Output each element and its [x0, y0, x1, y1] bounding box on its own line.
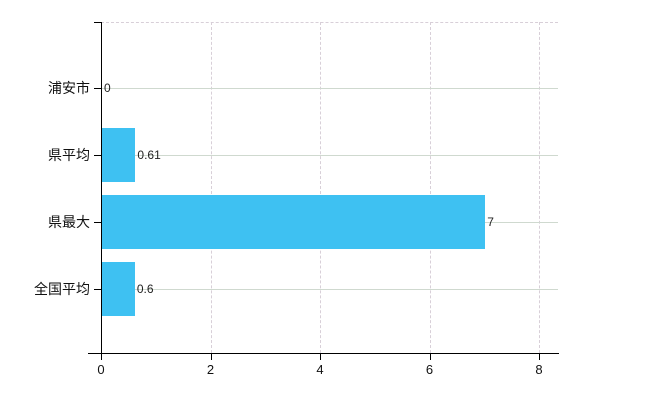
value-label: 7: [487, 214, 494, 229]
value-label: 0.61: [137, 147, 161, 162]
category-label: 県平均: [48, 146, 90, 163]
horizontal-gridline: [101, 288, 558, 290]
x-tick-label: 0: [97, 362, 105, 377]
x-axis-tick: [539, 354, 540, 360]
y-axis-line: [101, 22, 102, 360]
vertical-gridline: [320, 22, 321, 353]
x-tick-label: 2: [206, 362, 215, 377]
value-label: 0.6: [136, 281, 154, 296]
category-label: 浦安市: [48, 79, 90, 96]
vertical-gridline: [429, 22, 431, 353]
x-axis-tick: [210, 354, 212, 360]
bar: [102, 194, 486, 249]
bar: [102, 127, 136, 182]
horizontal-gridline: [101, 154, 558, 156]
y-axis-tick: [94, 288, 101, 290]
bar: [102, 261, 135, 316]
vertical-gridline: [539, 22, 540, 353]
plot-top-border: [101, 22, 558, 23]
x-tick-label: 6: [425, 362, 434, 377]
y-axis-top-tick: [94, 22, 101, 23]
y-axis-tick: [94, 221, 101, 223]
x-axis-line: [88, 353, 559, 354]
vertical-gridline: [210, 22, 212, 353]
horizontal-gridline: [101, 87, 558, 89]
x-axis-tick: [320, 354, 321, 360]
category-label: 全国平均: [34, 280, 90, 297]
category-label: 県最大: [48, 213, 90, 230]
y-axis-tick: [94, 154, 101, 156]
y-axis-tick: [94, 87, 101, 89]
x-tick-label: 4: [316, 362, 324, 377]
value-label: 0: [104, 80, 111, 95]
x-axis-tick: [429, 354, 431, 360]
x-tick-label: 8: [535, 362, 543, 377]
